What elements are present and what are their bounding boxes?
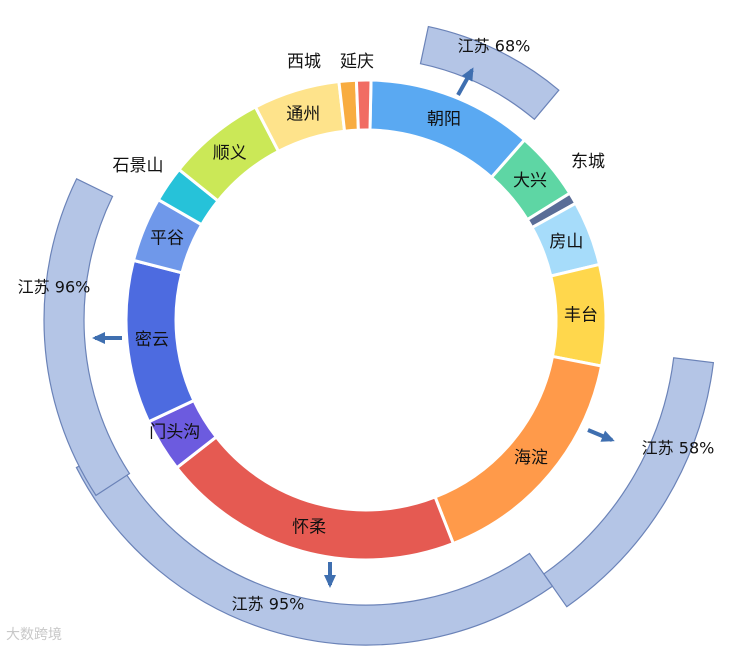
- callout-layer: 江苏 68% 江苏 58% 江苏 95% 江苏 96%: [18, 25, 715, 646]
- callout-arrowhead-1: [600, 430, 615, 442]
- segment-label-14: 延庆: [340, 52, 374, 72]
- watermark-text: 大数跨境: [6, 627, 62, 643]
- callout-arrowhead-2: [324, 575, 336, 588]
- callout-band-1: [542, 357, 715, 608]
- segment-label-8: 密云: [135, 330, 169, 350]
- segment-layer: [124, 78, 608, 562]
- callout-label-2: 江苏 95%: [232, 595, 305, 614]
- segment-label-1: 大兴: [513, 171, 547, 191]
- callout-band-3: [43, 178, 131, 497]
- segment-label-13: 西城: [287, 52, 321, 72]
- callout-arrowhead-3: [92, 332, 105, 344]
- donut-segment-14: [354, 78, 373, 132]
- segment-label-2: 东城: [571, 152, 605, 172]
- segment-label-0: 朝阳: [427, 110, 461, 130]
- callout-band-2: [75, 448, 554, 646]
- segment-label-7: 门头沟: [149, 422, 200, 442]
- callout-band-0: [419, 25, 560, 121]
- segment-label-4: 丰台: [564, 306, 598, 326]
- segment-label-3: 房山: [549, 232, 583, 252]
- segment-label-9: 平谷: [150, 229, 184, 249]
- segment-label-5: 海淀: [514, 448, 548, 468]
- segment-label-10: 石景山: [113, 156, 164, 176]
- segment-label-6: 怀柔: [292, 517, 326, 537]
- donut-segment-6: [174, 434, 456, 562]
- callout-label-3: 江苏 96%: [18, 278, 91, 297]
- segment-label-11: 顺义: [213, 144, 247, 164]
- callout-label-1: 江苏 58%: [642, 439, 715, 458]
- callout-arrowhead-0: [461, 67, 474, 82]
- segment-label-12: 通州: [286, 104, 320, 124]
- callout-label-0: 江苏 68%: [458, 37, 531, 56]
- watermark: 大数跨境: [6, 624, 62, 644]
